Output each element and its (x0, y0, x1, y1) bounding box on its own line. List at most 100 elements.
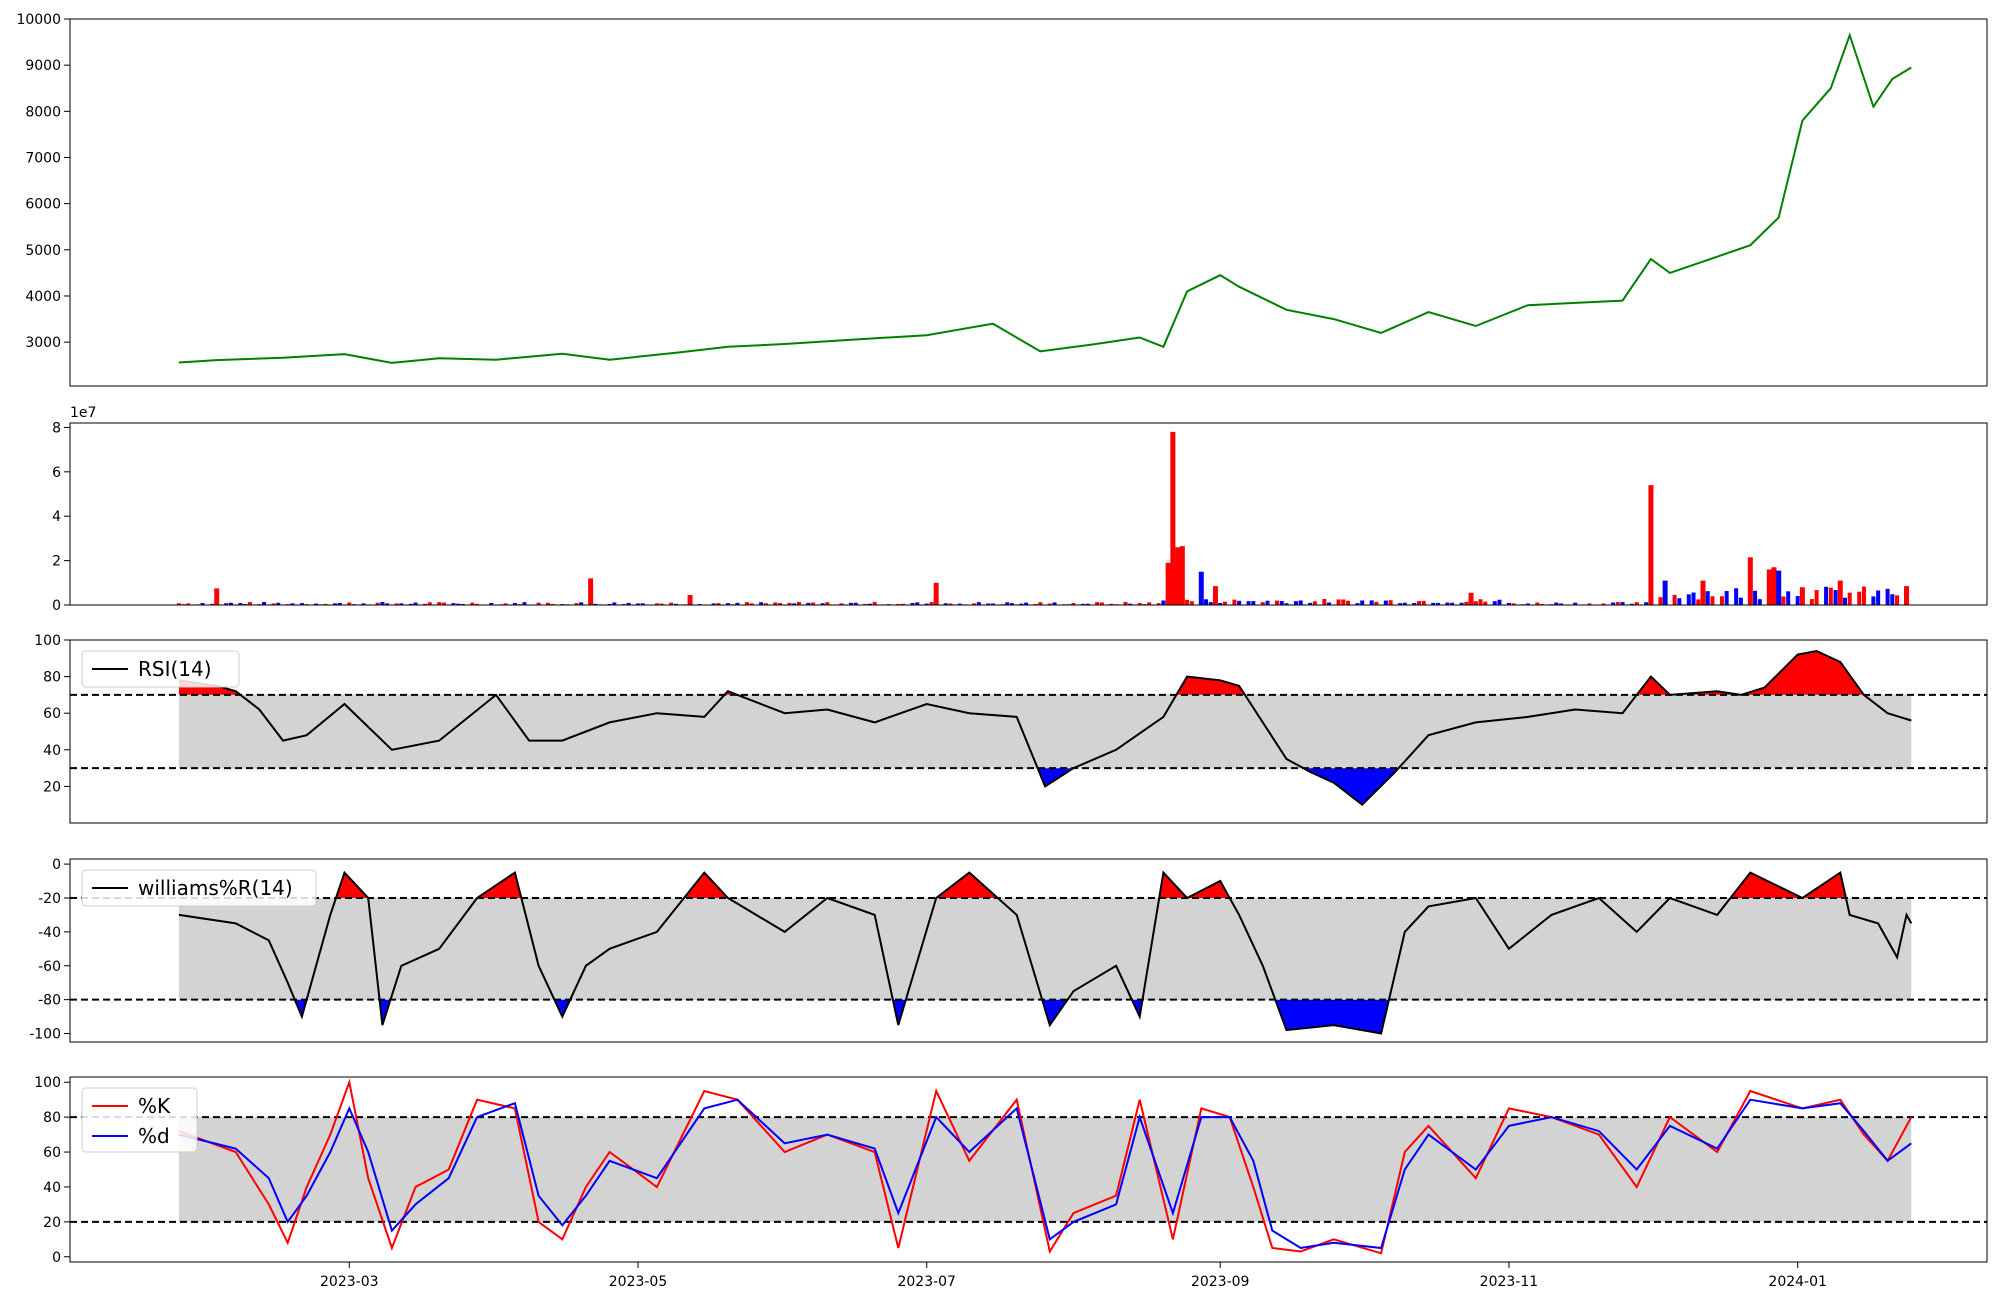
volume-bar (1389, 600, 1393, 605)
stochastic-ytick-label: 80 (43, 1110, 61, 1126)
volume-bar (1266, 601, 1270, 605)
volume-bar (1247, 601, 1251, 605)
williams-ytick-label: -100 (29, 1027, 61, 1043)
volume-bar (1483, 602, 1487, 605)
stochastic-ytick-label: 40 (43, 1180, 61, 1196)
volume-bar (1786, 591, 1790, 605)
volume-frame (70, 423, 1987, 605)
x-tick-label: 2023-05 (609, 1274, 668, 1290)
volume-bar (1360, 600, 1364, 605)
volume-bar (1299, 600, 1303, 605)
volume-bar (1275, 601, 1279, 605)
volume-bar (1834, 590, 1838, 605)
volume-ytick-label: 6 (52, 465, 61, 481)
volume-bar (1469, 593, 1474, 605)
volume-bar (1199, 572, 1204, 605)
volume-bar (1815, 590, 1819, 605)
volume-bar (1422, 601, 1426, 605)
stochastic-legend-label: %d (138, 1124, 170, 1148)
volume-bar (1706, 591, 1710, 605)
williams-ytick-label: 0 (52, 857, 61, 873)
volume-bar (1294, 601, 1298, 605)
volume-bar (1161, 601, 1165, 605)
price-ytick-label: 5000 (25, 243, 61, 259)
volume-bar (1493, 601, 1497, 605)
volume-bar (1313, 601, 1317, 605)
volume-bar (1337, 599, 1341, 605)
volume-bar (1810, 599, 1814, 605)
x-tick-label: 2023-03 (320, 1274, 379, 1290)
volume-bar (1370, 600, 1374, 605)
price-ytick-label: 8000 (25, 104, 61, 120)
volume-bar (1474, 601, 1478, 605)
rsi-band (179, 695, 1911, 768)
volume-bar (1876, 590, 1880, 605)
volume-bar (1251, 601, 1255, 605)
volume-bar (1687, 594, 1691, 605)
volume-bar (1696, 599, 1700, 605)
volume-ytick-label: 4 (52, 509, 61, 525)
stochastic-band (179, 1117, 1911, 1222)
volume-bar (934, 583, 939, 605)
volume-bar (1739, 598, 1743, 605)
volume-bar (1725, 591, 1729, 605)
volume-ytick-label: 2 (52, 554, 61, 570)
volume-bar (1720, 596, 1724, 605)
volume-bar (1237, 601, 1241, 605)
rsi-ytick-label: 60 (43, 706, 61, 722)
volume-bar (1280, 601, 1284, 605)
volume-bar (1748, 557, 1753, 605)
volume-bars (177, 432, 1909, 605)
stochastic-ytick-label: 20 (43, 1215, 61, 1231)
volume-bar (1677, 598, 1681, 605)
price-ytick-label: 7000 (25, 150, 61, 166)
price-ytick-label: 4000 (25, 289, 61, 305)
volume-bar (1890, 594, 1894, 605)
price-ytick-label: 9000 (25, 58, 61, 74)
volume-bar (1734, 588, 1738, 605)
williams-ytick-label: -80 (38, 993, 61, 1009)
volume-bar (1710, 596, 1714, 605)
price-ytick-label: 6000 (25, 197, 61, 213)
volume-bar (1767, 569, 1772, 605)
volume-bar (1170, 432, 1175, 605)
x-tick-label: 2023-07 (897, 1274, 956, 1290)
stochastic-legend-label: %K (138, 1094, 171, 1118)
volume-bar (1180, 546, 1185, 605)
volume-bar (1232, 600, 1236, 605)
volume-bar (1904, 586, 1909, 605)
stochastic-ytick-label: 100 (34, 1075, 61, 1091)
volume-bar (588, 578, 593, 605)
volume-bar (1824, 587, 1828, 605)
volume-scale-label: 1e7 (70, 405, 96, 421)
williams-ytick-label: -40 (38, 925, 61, 941)
williams-ytick-label: -60 (38, 959, 61, 975)
x-tick-label: 2023-09 (1191, 1274, 1250, 1290)
williams-ytick-label: -20 (38, 891, 61, 907)
rsi-legend-label: RSI(14) (138, 657, 212, 681)
stochastic-ytick-label: 60 (43, 1145, 61, 1161)
volume-bar (1772, 567, 1777, 605)
volume-bar (1895, 595, 1899, 605)
volume-bar (1417, 601, 1421, 605)
volume-bar (688, 595, 693, 605)
volume-bar (1166, 563, 1171, 605)
volume-bar (1776, 571, 1781, 605)
volume-bar (1886, 589, 1890, 605)
volume-bar (1838, 581, 1843, 605)
price-ytick-label: 3000 (25, 335, 61, 351)
volume-bar (1673, 595, 1677, 605)
stochastic-ytick-label: 0 (52, 1250, 61, 1266)
volume-bar (1701, 581, 1706, 605)
volume-bar (1848, 593, 1852, 605)
volume-bar (1796, 596, 1800, 605)
rsi-ytick-label: 20 (43, 779, 61, 795)
volume-bar (1346, 601, 1350, 605)
volume-bar (1213, 586, 1218, 605)
price-ytick-label: 10000 (16, 12, 61, 28)
rsi-ytick-label: 80 (43, 670, 61, 686)
volume-bar (1663, 581, 1668, 605)
volume-ytick-label: 0 (52, 598, 61, 614)
